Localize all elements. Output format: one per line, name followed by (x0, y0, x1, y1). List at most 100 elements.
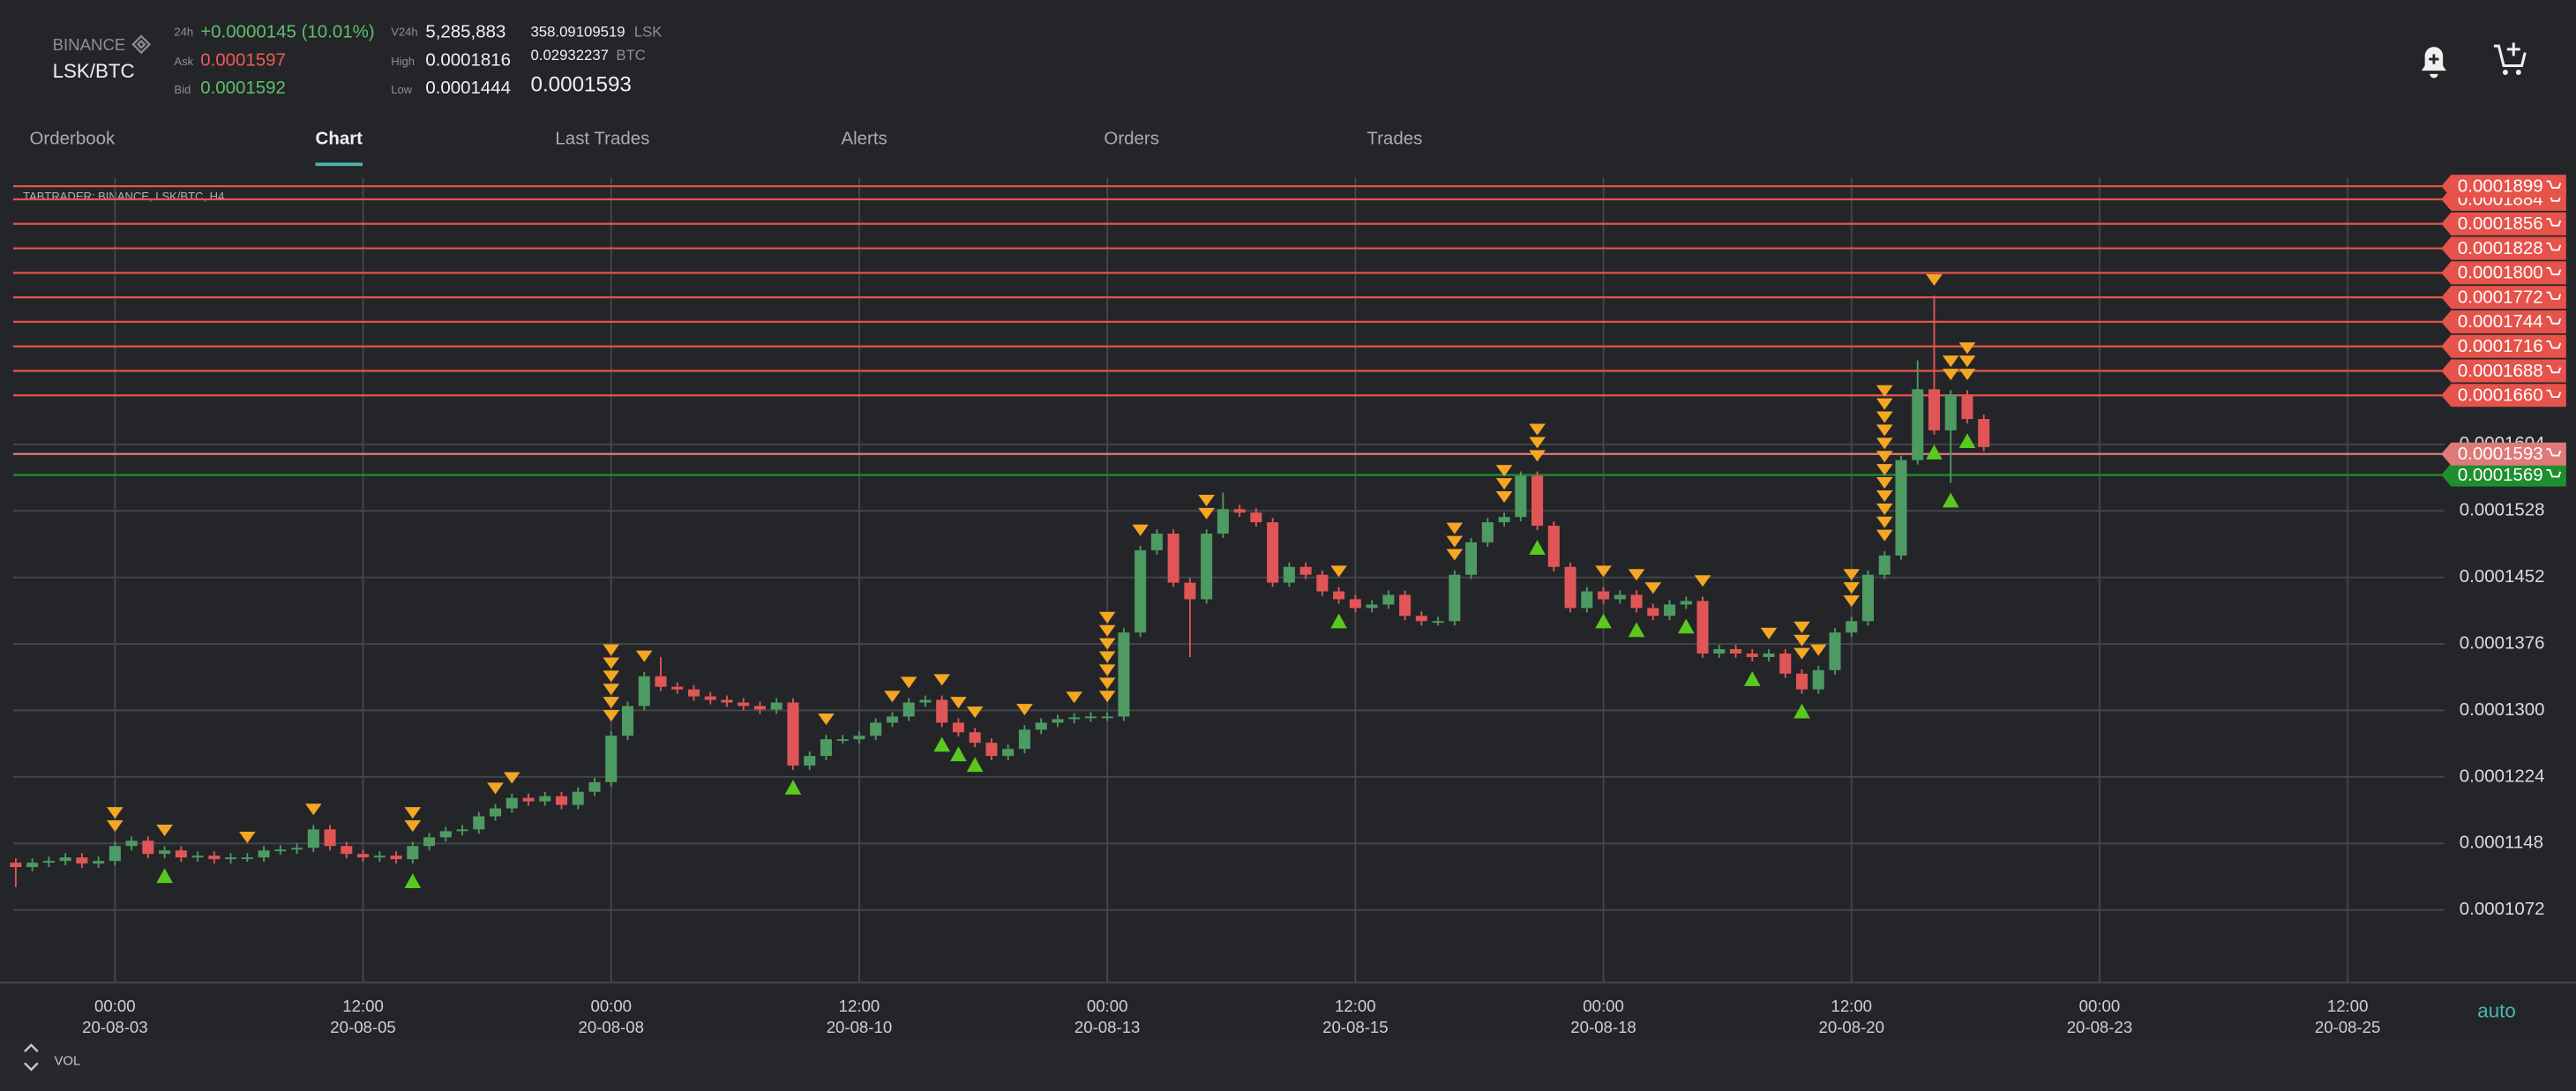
badge-cart (2546, 218, 2562, 227)
quote: BTC (616, 47, 645, 64)
x-tick-date: 20-08-03 (82, 1018, 147, 1036)
candle-body (225, 857, 237, 860)
tab[interactable]: Orders (1104, 129, 1159, 149)
sell-signal (107, 820, 124, 833)
tab[interactable]: Alerts (841, 129, 887, 149)
tab[interactable]: Trades (1367, 129, 1422, 149)
candle-body (1217, 509, 1229, 534)
candle-body (539, 796, 551, 802)
candle-body (770, 702, 783, 710)
buy-signal (1529, 540, 1546, 556)
candle-body (721, 699, 733, 703)
sell-signal (1595, 565, 1612, 578)
badge-cart (2546, 316, 2562, 325)
candle-body (555, 796, 568, 805)
cart-button[interactable] (2493, 42, 2527, 75)
tab-indicator (315, 162, 363, 167)
sell-signal (635, 650, 653, 662)
sell-signal (1876, 385, 1893, 397)
label: Bid (174, 83, 191, 96)
candle-body (704, 696, 716, 700)
candle-body (274, 849, 287, 852)
buy-signal (966, 757, 984, 773)
sell-signal (1446, 522, 1464, 534)
y-tick-label: 0.0001148 (2460, 833, 2543, 853)
sell-signal (305, 803, 322, 816)
badge-cart (2546, 469, 2562, 478)
candle-body (1018, 729, 1030, 750)
exchange-icon (131, 34, 152, 55)
sell-signal (1942, 369, 1959, 381)
sell-signal (603, 684, 620, 696)
candle-body (1547, 526, 1560, 567)
sell-signal (1760, 627, 1778, 639)
tab[interactable]: Chart (316, 129, 363, 149)
candle-body (936, 699, 948, 723)
sell-signal (1495, 465, 1513, 477)
candle-body (175, 850, 187, 858)
sell-signal (1628, 569, 1645, 581)
plus (2506, 42, 2520, 56)
badge-cart (2546, 266, 2562, 276)
price-badge-label: 0.0001899 (2458, 176, 2543, 196)
candle-body (76, 857, 88, 864)
price-badge-label: 0.0001593 (2458, 444, 2543, 464)
candle-body (1150, 534, 1163, 550)
candle-body (42, 861, 55, 863)
candle-body (1878, 555, 1891, 575)
price-badge-label: 0.0001569 (2458, 465, 2543, 485)
y-tick-label: 0.0001376 (2460, 632, 2545, 653)
badge-cart (2546, 448, 2562, 457)
x-tick-time: 12:00 (1831, 997, 1872, 1015)
candle-body (1201, 534, 1213, 600)
candle-body (1167, 534, 1179, 583)
candle-body (1515, 475, 1527, 518)
candle-body (919, 699, 932, 703)
candle-body (1233, 509, 1246, 513)
pair[interactable]: LSK/BTC (53, 60, 135, 82)
candle-body (853, 736, 865, 740)
candle-body (1002, 749, 1015, 757)
candle-body (26, 863, 39, 868)
candle-body (1696, 601, 1709, 654)
candle-body (1664, 604, 1676, 616)
candle-body (985, 743, 998, 757)
sell-signal (1876, 477, 1893, 489)
alert-button[interactable] (2421, 47, 2446, 78)
resize-icon[interactable] (24, 1043, 39, 1072)
candle-body (1068, 717, 1081, 720)
base-volume: 358.09109519 (531, 24, 625, 41)
sell-signal (1793, 634, 1810, 646)
label: Low (391, 83, 412, 96)
ask: 0.0001597 (200, 49, 286, 70)
sell-signal (1446, 535, 1464, 548)
sell-signal (1330, 565, 1347, 578)
scale-mode[interactable]: auto (2477, 999, 2515, 1021)
sell-signal (1876, 464, 1893, 476)
wheel (2515, 69, 2521, 75)
candle-body (1250, 512, 1262, 523)
badge-cart (2546, 389, 2562, 399)
high: 0.0001816 (425, 49, 511, 70)
candle-body (1333, 591, 1345, 600)
label: V24h (391, 26, 417, 39)
candle-body (241, 857, 253, 860)
sell-signal (1958, 369, 1976, 381)
tab[interactable]: Orderbook (30, 129, 116, 149)
candle-body (1316, 574, 1329, 592)
chart-title: TABTRADER: BINANCE, LSK/BTC, H4 (23, 190, 224, 203)
candle-body (1382, 594, 1395, 605)
sell-signal (603, 670, 620, 683)
y-tick-label: 0.0001528 (2460, 500, 2545, 520)
x-tick-date: 20-08-13 (1075, 1018, 1140, 1036)
last-price: 0.0001593 (531, 72, 632, 96)
candle-body (1498, 517, 1510, 523)
tab[interactable]: Last Trades (555, 129, 649, 149)
x-tick-date: 20-08-15 (1322, 1018, 1388, 1036)
x-tick-time: 00:00 (590, 997, 632, 1015)
candle-body (1795, 673, 1808, 690)
label: Ask (174, 55, 193, 68)
price-badge-label: 0.0001716 (2458, 336, 2543, 356)
y-tick-label: 0.0001452 (2460, 566, 2545, 587)
